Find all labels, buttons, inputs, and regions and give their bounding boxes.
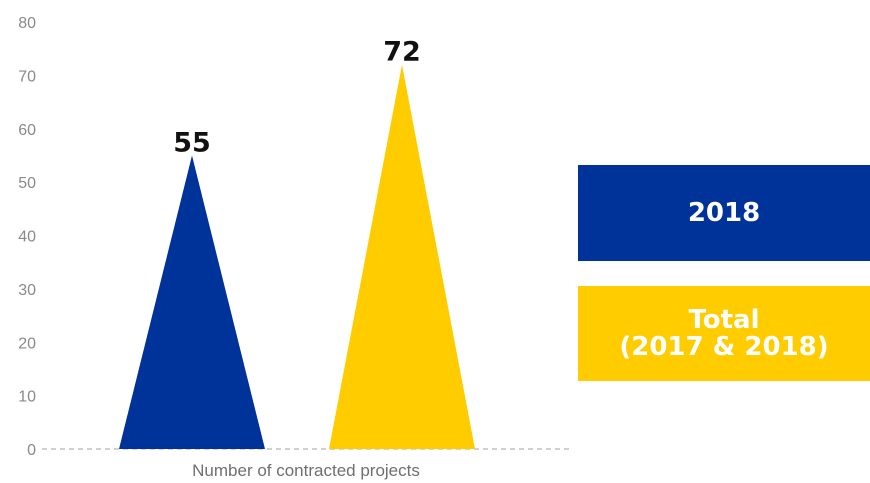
value-label-total: 72 <box>383 37 421 68</box>
legend-label-total-line2: (2017 & 2018) <box>619 331 829 362</box>
y-tick-label: 50 <box>18 175 36 192</box>
y-tick-label: 20 <box>18 335 36 352</box>
y-tick-label: 80 <box>18 15 36 32</box>
value-label-2018: 55 <box>173 127 211 158</box>
chart: 0 10 20 30 40 50 60 70 80 55 72 Number of contrac… <box>18 15 570 480</box>
bar-2018 <box>119 155 265 449</box>
x-axis-label: Number of contracted projects <box>192 461 420 480</box>
y-tick-label: 0 <box>27 442 36 459</box>
bar-total <box>329 64 475 449</box>
y-tick-label: 70 <box>18 68 36 85</box>
legend-label-2018: 2018 <box>687 197 761 228</box>
value-labels: 55 72 <box>173 37 421 159</box>
bars <box>119 64 475 449</box>
y-tick-label: 60 <box>18 122 36 139</box>
y-tick-label: 30 <box>18 282 36 299</box>
y-tick-label: 40 <box>18 229 36 246</box>
legend-item-2018: 2018 <box>578 165 870 261</box>
legend-item-total: Total (2017 & 2018) <box>578 286 870 381</box>
y-axis-ticks: 0 10 20 30 40 50 60 70 80 <box>18 15 36 459</box>
legend-label-total-line1: Total <box>688 304 760 335</box>
y-tick-label: 10 <box>18 389 36 406</box>
